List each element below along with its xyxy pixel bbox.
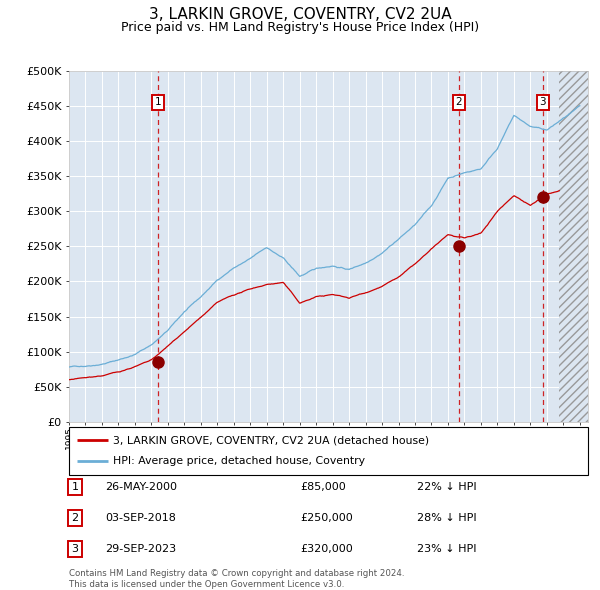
Text: HPI: Average price, detached house, Coventry: HPI: Average price, detached house, Cove… xyxy=(113,457,365,467)
Text: 22% ↓ HPI: 22% ↓ HPI xyxy=(417,482,476,491)
Text: 3: 3 xyxy=(539,97,546,107)
Text: £85,000: £85,000 xyxy=(300,482,346,491)
Text: Contains HM Land Registry data © Crown copyright and database right 2024.
This d: Contains HM Land Registry data © Crown c… xyxy=(69,569,404,589)
Text: 2: 2 xyxy=(71,513,79,523)
FancyBboxPatch shape xyxy=(69,427,588,475)
Text: 3, LARKIN GROVE, COVENTRY, CV2 2UA (detached house): 3, LARKIN GROVE, COVENTRY, CV2 2UA (deta… xyxy=(113,435,429,445)
Text: 3, LARKIN GROVE, COVENTRY, CV2 2UA: 3, LARKIN GROVE, COVENTRY, CV2 2UA xyxy=(149,7,451,22)
Text: 29-SEP-2023: 29-SEP-2023 xyxy=(105,545,176,554)
Bar xyxy=(559,71,588,422)
Text: 03-SEP-2018: 03-SEP-2018 xyxy=(105,513,176,523)
Text: 1: 1 xyxy=(155,97,161,107)
Text: 2: 2 xyxy=(455,97,463,107)
Text: 28% ↓ HPI: 28% ↓ HPI xyxy=(417,513,476,523)
Text: 3: 3 xyxy=(71,545,79,554)
Text: £250,000: £250,000 xyxy=(300,513,353,523)
Text: 26-MAY-2000: 26-MAY-2000 xyxy=(105,482,177,491)
Text: £320,000: £320,000 xyxy=(300,545,353,554)
Text: 23% ↓ HPI: 23% ↓ HPI xyxy=(417,545,476,554)
Text: 1: 1 xyxy=(71,482,79,491)
Text: Price paid vs. HM Land Registry's House Price Index (HPI): Price paid vs. HM Land Registry's House … xyxy=(121,21,479,34)
